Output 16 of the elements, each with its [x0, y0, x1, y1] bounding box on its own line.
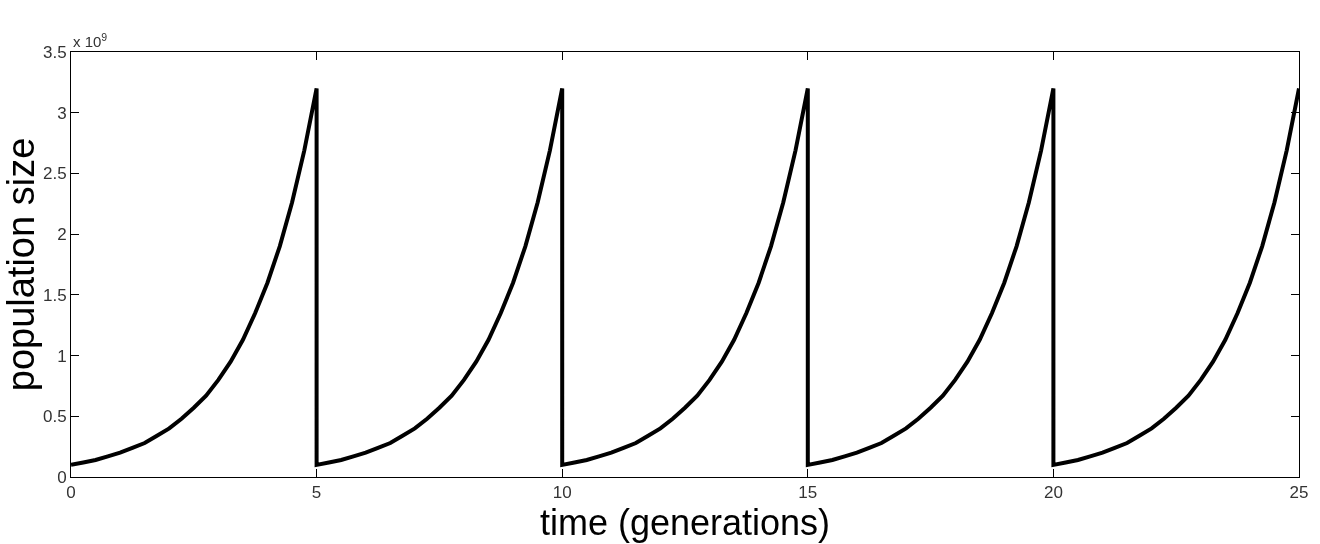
y-axis-title: population size	[0, 137, 42, 392]
x-tick-label: 20	[1043, 483, 1063, 503]
x-tick-label: 10	[552, 483, 572, 503]
y-tick-label: 2	[57, 225, 67, 245]
y-tick-label: 3.5	[42, 42, 67, 62]
y-tick-label: 3	[57, 103, 67, 123]
text: x 10$^{9}$	[73, 31, 108, 51]
x-tick-label: 5	[311, 483, 322, 503]
y-tick-label: 0.5	[42, 407, 67, 427]
x-tick-label: 25	[1289, 483, 1309, 503]
x-tick-label: 15	[798, 483, 818, 503]
y-tick-label: 1	[57, 346, 67, 366]
y-tick-label: 0	[57, 467, 67, 487]
y-tick-label: 2.5	[42, 164, 67, 184]
x-axis-title: time (generations)	[539, 502, 831, 544]
y-tick-label: 1.5	[42, 285, 67, 305]
